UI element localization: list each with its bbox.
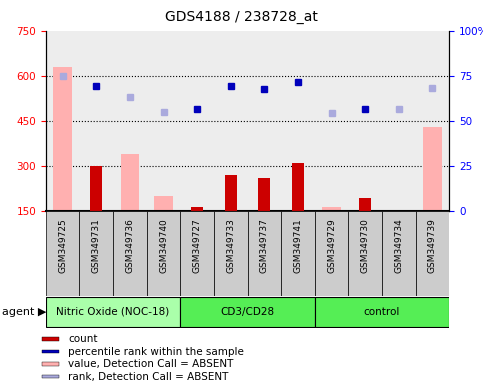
- Text: GSM349739: GSM349739: [428, 218, 437, 273]
- Bar: [315, 31, 348, 211]
- Text: GSM349733: GSM349733: [226, 218, 235, 273]
- Text: percentile rank within the sample: percentile rank within the sample: [68, 347, 244, 357]
- Bar: [359, 198, 371, 211]
- Bar: [46, 211, 80, 296]
- Bar: [90, 166, 102, 211]
- Bar: [315, 211, 348, 296]
- Text: GSM349741: GSM349741: [294, 218, 302, 273]
- Text: GDS4188 / 238728_at: GDS4188 / 238728_at: [165, 10, 318, 23]
- Bar: [191, 207, 203, 211]
- Text: Nitric Oxide (NOC-18): Nitric Oxide (NOC-18): [57, 307, 170, 317]
- Bar: [121, 154, 139, 211]
- Text: GSM349734: GSM349734: [394, 218, 403, 273]
- Text: GSM349736: GSM349736: [126, 218, 134, 273]
- Bar: [113, 211, 147, 296]
- Bar: [46, 31, 80, 211]
- Bar: [214, 211, 247, 296]
- Bar: [382, 211, 415, 296]
- Bar: [42, 362, 59, 366]
- Text: GSM349725: GSM349725: [58, 218, 67, 273]
- Text: value, Detection Call = ABSENT: value, Detection Call = ABSENT: [68, 359, 233, 369]
- Bar: [80, 31, 113, 211]
- Bar: [154, 196, 173, 211]
- Text: CD3/CD28: CD3/CD28: [220, 307, 275, 317]
- Bar: [281, 31, 315, 211]
- Text: GSM349737: GSM349737: [260, 218, 269, 273]
- Bar: [348, 211, 382, 296]
- Bar: [80, 211, 113, 296]
- Text: GSM349729: GSM349729: [327, 218, 336, 273]
- Bar: [248, 211, 281, 296]
- Bar: [258, 178, 270, 211]
- Bar: [42, 350, 59, 353]
- Bar: [46, 297, 180, 327]
- Bar: [147, 211, 180, 296]
- Bar: [147, 31, 180, 211]
- Bar: [322, 207, 341, 211]
- Bar: [180, 211, 214, 296]
- Bar: [423, 127, 441, 211]
- Text: GSM349740: GSM349740: [159, 218, 168, 273]
- Bar: [348, 31, 382, 211]
- Bar: [180, 31, 214, 211]
- Bar: [225, 175, 237, 211]
- Bar: [42, 375, 59, 378]
- Text: GSM349727: GSM349727: [193, 218, 201, 273]
- Bar: [281, 211, 315, 296]
- Text: agent ▶: agent ▶: [2, 307, 47, 317]
- Text: GSM349730: GSM349730: [361, 218, 369, 273]
- Bar: [415, 31, 449, 211]
- Text: rank, Detection Call = ABSENT: rank, Detection Call = ABSENT: [68, 372, 228, 382]
- Text: count: count: [68, 334, 98, 344]
- Bar: [315, 297, 449, 327]
- Bar: [180, 297, 315, 327]
- Bar: [292, 163, 304, 211]
- Bar: [54, 67, 72, 211]
- Bar: [214, 31, 247, 211]
- Bar: [42, 338, 59, 341]
- Text: GSM349731: GSM349731: [92, 218, 101, 273]
- Bar: [415, 211, 449, 296]
- Bar: [248, 31, 281, 211]
- Text: control: control: [364, 307, 400, 317]
- Bar: [382, 31, 415, 211]
- Bar: [113, 31, 147, 211]
